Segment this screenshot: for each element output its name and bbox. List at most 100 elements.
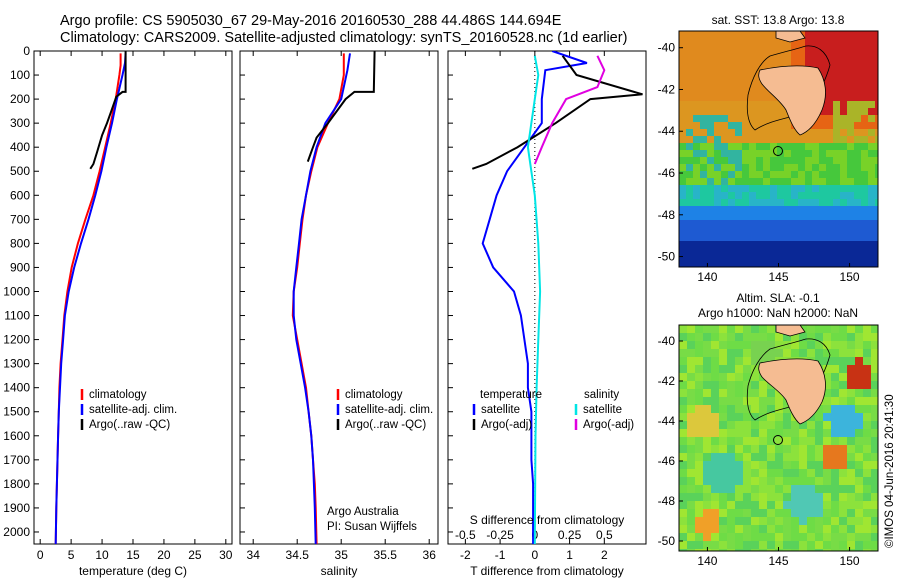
heatmap-cell: [875, 59, 878, 67]
heatmap-cell: [826, 122, 834, 130]
heatmap-cell: [767, 437, 776, 446]
heatmap-cell: [767, 333, 776, 342]
heatmap-cell: [679, 101, 687, 109]
heatmap-cell: [714, 136, 722, 144]
heatmap-cell: [735, 429, 744, 438]
heatmap-cell: [861, 59, 869, 67]
heatmap-cell: [743, 429, 752, 438]
heatmap-cell: [871, 501, 878, 510]
heatmap-cell: [687, 445, 696, 454]
heatmap-cell: [847, 122, 855, 130]
heatmap-cell: [686, 178, 694, 186]
heatmap-cell: [847, 80, 855, 88]
heatmap-cell: [749, 136, 757, 144]
heatmap-cell: [807, 325, 816, 334]
heatmap-cell: [823, 517, 832, 526]
heatmap-cell: [868, 38, 876, 46]
heatmap-cell: [833, 136, 841, 144]
heatmap-cell: [679, 73, 687, 81]
heatmap-cell: [875, 94, 878, 102]
heatmap-cell: [868, 150, 876, 158]
heatmap-cell: [767, 325, 776, 334]
map-y-tick-label: -46: [658, 454, 676, 468]
heatmap-cell: [700, 150, 708, 158]
heatmap-cell: [742, 234, 750, 242]
heatmap-cell: [743, 421, 752, 430]
heatmap-cell: [791, 52, 799, 60]
heatmap-cell: [721, 241, 729, 249]
heatmap-cell: [695, 333, 704, 342]
heatmap-cell: [826, 171, 834, 179]
heatmap-cell: [679, 533, 688, 542]
heatmap-cell: [871, 349, 878, 358]
heatmap-cell: [751, 501, 760, 510]
heatmap-cell: [854, 143, 862, 151]
heatmap-cell: [728, 164, 736, 172]
heatmap-cell: [742, 241, 750, 249]
heatmap-cell: [719, 517, 728, 526]
heatmap-cell: [742, 115, 750, 123]
heatmap-cell: [799, 485, 808, 494]
heatmap-cell: [812, 248, 820, 256]
heatmap-cell: [703, 437, 712, 446]
heatmap-cell: [863, 357, 872, 366]
heatmap-cell: [847, 389, 856, 398]
heatmap-cell: [861, 94, 869, 102]
heatmap-cell: [759, 445, 768, 454]
heatmap-cell: [855, 477, 864, 486]
heatmap-cell: [767, 413, 776, 422]
heatmap-cell: [687, 525, 696, 534]
heatmap-cell: [855, 493, 864, 502]
heatmap-cell: [749, 80, 757, 88]
heatmap-cell: [868, 73, 876, 81]
heatmap-cell: [861, 199, 869, 207]
heatmap-cell: [735, 192, 743, 200]
heatmap-cell: [854, 213, 862, 221]
sla-map-title-line1: Altim. SLA: -0.1: [736, 291, 820, 305]
heatmap-cell: [721, 227, 729, 235]
heatmap-cell: [727, 477, 736, 486]
salinity-panel: 34 34.5 35 35.5 36 climatologysatellite-adj.…: [239, 50, 439, 578]
heatmap-cell: [763, 248, 771, 256]
heatmap-cell: [749, 227, 757, 235]
heatmap-cell: [831, 381, 840, 390]
heatmap-cell: [799, 437, 808, 446]
y-tick-label: 1600: [3, 429, 30, 443]
heatmap-cell: [826, 213, 834, 221]
heatmap-cell: [679, 477, 688, 486]
heatmap-cell: [714, 66, 722, 74]
heatmap-cell: [728, 255, 736, 263]
heatmap-cell: [799, 509, 808, 518]
heatmap-cell: [847, 178, 855, 186]
heatmap-cell: [777, 38, 785, 46]
heatmap-cell: [700, 255, 708, 263]
heatmap-cell: [805, 206, 813, 214]
heatmap-cell: [714, 234, 722, 242]
heatmap-cell: [721, 115, 729, 123]
heatmap-cell: [875, 45, 878, 53]
heatmap-cell: [777, 45, 785, 53]
heatmap-cell: [679, 129, 687, 137]
heatmap-cell: [815, 421, 824, 430]
heatmap-cell: [749, 206, 757, 214]
heatmap-cell: [735, 94, 743, 102]
heatmap-cell: [742, 66, 750, 74]
heatmap-cell: [805, 150, 813, 158]
heatmap-cell: [679, 437, 688, 446]
heatmap-cell: [742, 31, 750, 39]
heatmap-cell: [868, 234, 876, 242]
heatmap-cell: [777, 192, 785, 200]
heatmap-cell: [777, 157, 785, 165]
heatmap-cell: [823, 381, 832, 390]
heatmap-cell: [847, 405, 856, 414]
heatmap-cell: [770, 31, 778, 39]
heatmap-cell: [727, 429, 736, 438]
map-y-tick-label: -50: [658, 250, 676, 264]
heatmap-cell: [770, 185, 778, 193]
heatmap-cell: [679, 525, 688, 534]
heatmap-cell: [751, 429, 760, 438]
heatmap-cell: [868, 157, 876, 165]
heatmap-cell: [728, 101, 736, 109]
heatmap-cell: [823, 501, 832, 510]
heatmap-cell: [759, 397, 768, 406]
